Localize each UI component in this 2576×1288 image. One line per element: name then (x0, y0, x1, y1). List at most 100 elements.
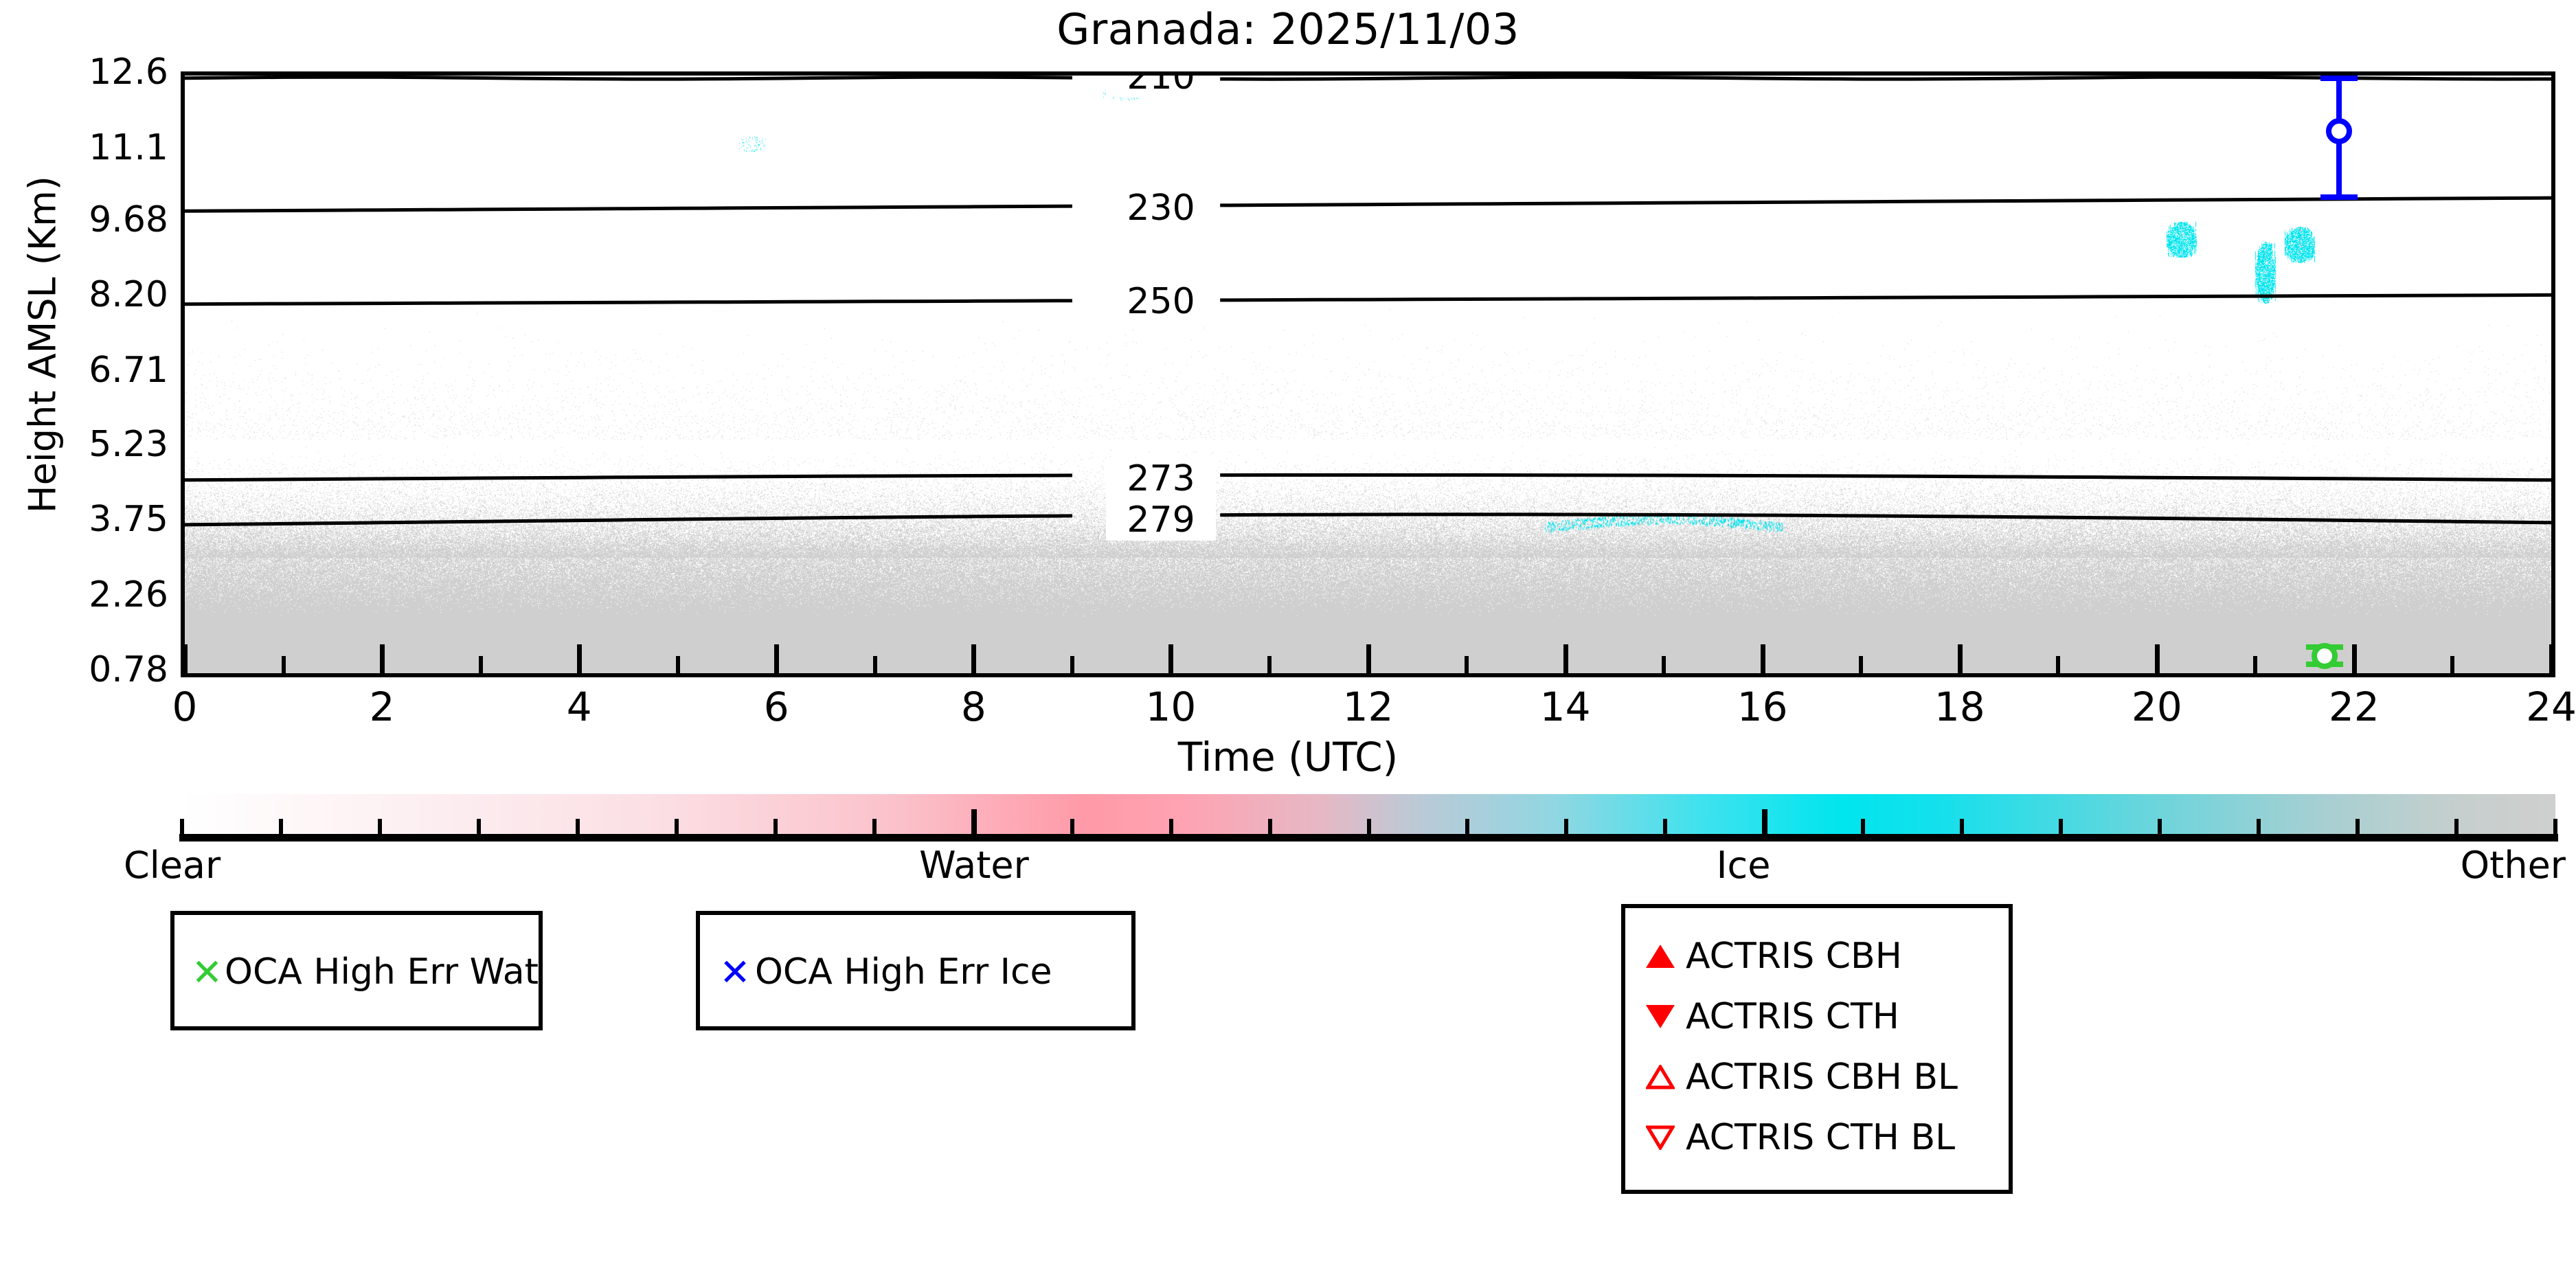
x-tick-minor (1662, 656, 1667, 677)
isotherm-label: 230 (1106, 188, 1217, 229)
x-tick-label: 2 (369, 683, 395, 730)
colorbar-label: Water (919, 844, 1029, 887)
isotherm-line (1220, 293, 2551, 302)
x-tick-mark (577, 644, 583, 677)
isotherm-line (185, 299, 1072, 306)
colorbar-tick (872, 819, 877, 834)
x-tick-mark (2154, 644, 2160, 677)
y-tick-label: 12.6 (89, 52, 168, 93)
x-tick-label: 16 (1737, 683, 1788, 730)
x-tick-minor (675, 656, 680, 677)
cloud-classification-raster (185, 76, 2551, 673)
colorbar-tick (180, 819, 184, 834)
colorbar-tick (1663, 819, 1668, 834)
colorbar-tick (1465, 819, 1470, 834)
y-tick-label: 6.71 (89, 349, 168, 391)
colorbar[interactable] (179, 794, 2558, 841)
isotherm-label: 210 (1106, 76, 1217, 98)
y-tick-label: 9.68 (89, 199, 168, 240)
x-tick-minor (1859, 656, 1864, 677)
triangle-up-filled-icon (1646, 945, 1675, 968)
plot-canvas: 210 230 250 273 279 (185, 76, 2551, 673)
legend-row-actris-cbh[interactable]: ACTRIS CBH (1635, 926, 2009, 986)
colorbar-tick (2553, 819, 2557, 834)
x-tick-label: 4 (566, 683, 592, 730)
x-tick-minor (281, 656, 286, 677)
legend-label-actris-cth-bl: ACTRIS CTH BL (1686, 1116, 1956, 1158)
colorbar-tick (1366, 819, 1371, 834)
colorbar-tick (2257, 819, 2261, 834)
legend-label-actris-cbh-bl: ACTRIS CBH BL (1686, 1056, 1958, 1098)
colorbar-tick (377, 819, 382, 834)
plot-area[interactable]: 210 230 250 273 279 (181, 71, 2555, 677)
legend-row-actris-cth-bl[interactable]: ACTRIS CTH BL (1635, 1107, 2009, 1168)
colorbar-tick (2059, 819, 2064, 834)
colorbar-tick (1762, 809, 1768, 834)
legend-label-actris-cth: ACTRIS CTH (1686, 995, 1899, 1037)
x-tick-label: 0 (172, 683, 198, 730)
isotherm-line (185, 514, 1072, 527)
y-tick-label: 5.23 (89, 424, 168, 466)
triangle-down-open-icon (1646, 1125, 1675, 1150)
colorbar-tick (1168, 819, 1173, 834)
x-tick-label: 24 (2526, 683, 2576, 730)
x-tick-mark (1563, 644, 1568, 677)
legend-label-oca-ice: OCA High Err Ice (755, 951, 1052, 993)
x-mark-icon-green: ✕ (191, 951, 223, 994)
colorbar-tick (674, 819, 679, 834)
x-tick-mark (1366, 644, 1371, 677)
colorbar-label: Ice (1716, 844, 1771, 887)
colorbar-tick (1267, 819, 1272, 834)
x-axis-label: Time (UTC) (1177, 734, 1399, 780)
x-tick-mark (183, 644, 188, 677)
error-bar-cap-upper (2320, 76, 2358, 81)
colorbar-tick (575, 819, 580, 834)
x-tick-minor (478, 656, 483, 677)
x-tick-label: 12 (1342, 683, 1394, 730)
x-tick-mark (2351, 644, 2357, 677)
colorbar-label: Clear (124, 844, 221, 887)
x-tick-minor (1465, 656, 1469, 677)
x-tick-minor (1267, 656, 1272, 677)
colorbar-tick (2158, 819, 2162, 834)
oca-circle-marker (2311, 642, 2338, 669)
y-tick-label: 2.26 (89, 574, 168, 616)
legend-actris[interactable]: ACTRIS CBH ACTRIS CTH ACTRIS CBH BL ACTR… (1621, 904, 2013, 1194)
isotherm-line (185, 76, 1072, 81)
legend-row-actris-cth[interactable]: ACTRIS CTH (1635, 986, 2009, 1047)
colorbar-label: Other (2460, 844, 2566, 887)
x-tick-minor (2056, 656, 2061, 677)
colorbar-tick (1861, 819, 1866, 834)
x-tick-label: 22 (2329, 683, 2380, 730)
page-title: Granada: 2025/11/03 (1057, 4, 1519, 54)
error-bar-cap-lower (2320, 194, 2358, 200)
isotherm-line (185, 473, 1072, 482)
legend-oca-high-err-ice[interactable]: ✕ OCA High Err Ice (696, 911, 1136, 1030)
x-tick-label: 20 (2131, 683, 2182, 730)
legend-oca-high-err-wat[interactable]: ✕ OCA High Err Wat (170, 911, 543, 1030)
colorbar-tick (1564, 819, 1569, 834)
colorbar-tick (2454, 819, 2459, 834)
isotherm-label: 273 (1106, 457, 1217, 499)
x-tick-mark (1957, 644, 1963, 677)
triangle-down-filled-icon (1646, 1005, 1675, 1028)
isotherm-line (1220, 473, 2551, 482)
x-tick-minor (2450, 656, 2455, 677)
x-tick-label: 8 (960, 683, 986, 730)
y-tick-label: 0.78 (89, 649, 168, 690)
colorbar-axis-line (179, 834, 2558, 841)
legend-label-oca-wat: OCA High Err Wat (225, 951, 539, 993)
x-tick-mark (971, 644, 977, 677)
x-tick-mark (774, 644, 780, 677)
legend-row-actris-cbh-bl[interactable]: ACTRIS CBH BL (1635, 1047, 2009, 1107)
colorbar-tick (773, 819, 778, 834)
x-tick-mark (380, 644, 385, 677)
colorbar-tick (2355, 819, 2360, 834)
colorbar-tick (1960, 819, 1965, 834)
colorbar-tick (971, 809, 977, 834)
legend-label-actris-cbh: ACTRIS CBH (1686, 935, 1902, 977)
isotherm-label: 279 (1106, 499, 1217, 541)
x-tick-minor (1070, 656, 1074, 677)
oca-circle-marker (2326, 117, 2353, 144)
